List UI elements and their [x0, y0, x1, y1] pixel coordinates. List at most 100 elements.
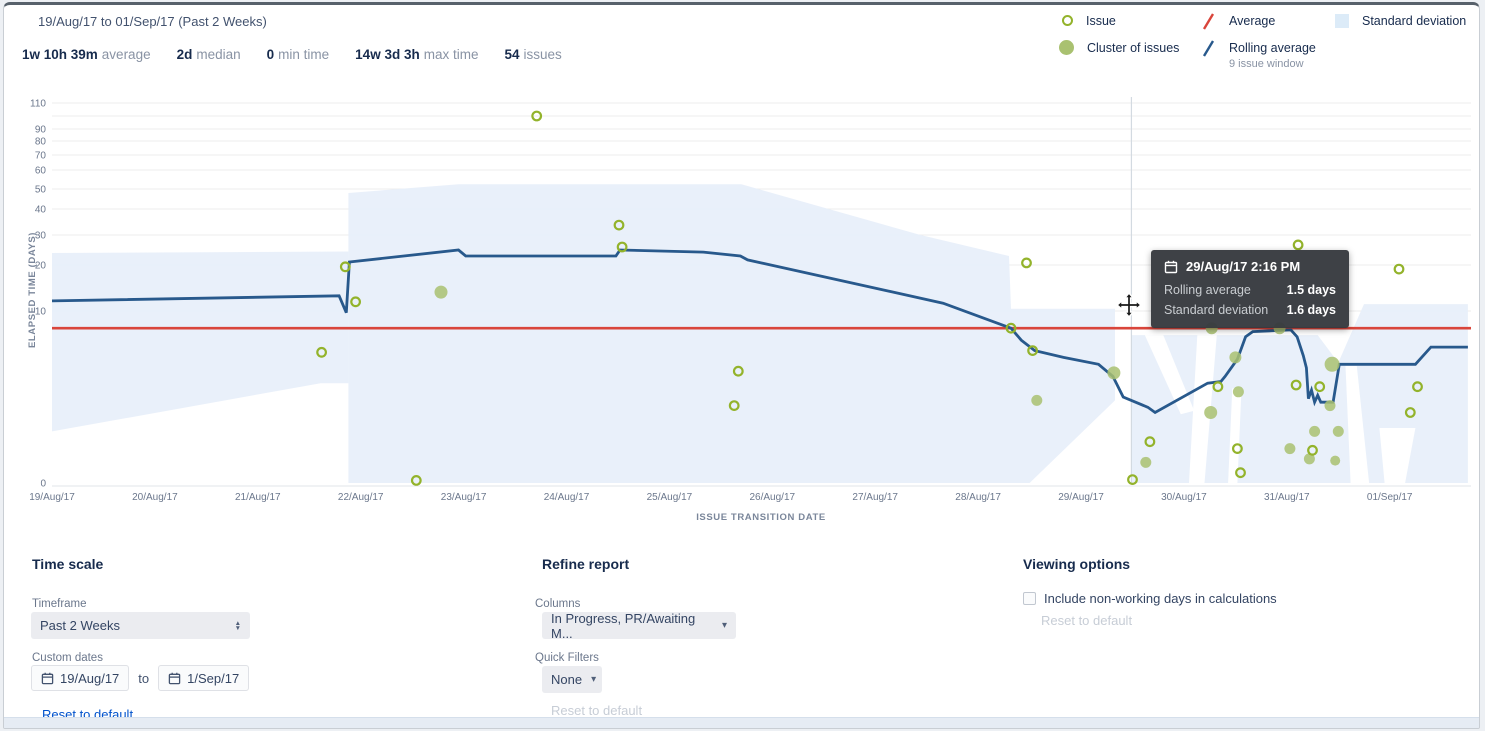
stat-min-time: 0 min time [266, 47, 330, 62]
legend-issue: Issue [1062, 14, 1116, 28]
cluster-point[interactable] [1140, 456, 1152, 468]
x-tick-label: 28/Aug/17 [955, 492, 1001, 503]
y-tick-label: 20 [35, 261, 47, 272]
chevron-down-icon: ▾ [591, 674, 597, 685]
y-tick-label: 70 [35, 151, 47, 162]
x-tick-label: 24/Aug/17 [544, 492, 590, 503]
cluster-point[interactable] [1284, 443, 1296, 455]
cluster-point[interactable] [1031, 394, 1043, 406]
band-gap [1379, 428, 1416, 483]
columns-label: Columns [535, 598, 581, 610]
x-tick-label: 30/Aug/17 [1161, 492, 1207, 503]
stat-max-time: 14w 3d 3h max time [355, 47, 479, 62]
x-tick-label: 27/Aug/17 [852, 492, 898, 503]
non-working-days-checkbox[interactable] [1023, 592, 1036, 605]
legend-stddev: Standard deviation [1335, 14, 1466, 28]
band-gap [1144, 335, 1195, 415]
stddev-band [348, 184, 1115, 484]
y-tick-label: 110 [30, 99, 46, 110]
x-tick-label: 01/Sep/17 [1367, 492, 1413, 503]
report-stats: 1w 10h 39m average 2d median 0 min time 14w… [22, 47, 562, 62]
viewing-options-heading: Viewing options [1023, 556, 1131, 572]
control-chart[interactable]: 0 10 20 30 40 50 60 70 80 90 110 19/Aug/17 20/Aug/17… [4, 5, 1479, 534]
cluster-point[interactable] [434, 285, 448, 299]
issue-point[interactable] [410, 475, 422, 486]
timeframe-select[interactable]: Past 2 Weeks ▲ ▼ [31, 612, 250, 639]
x-tick-label: 25/Aug/17 [647, 492, 693, 503]
issue-point[interactable] [1393, 263, 1405, 275]
to-word: to [138, 670, 150, 686]
y-tick-label: 10 [35, 307, 47, 318]
y-tick-label: 90 [35, 125, 47, 136]
issue-point[interactable] [339, 261, 351, 273]
date-from-field[interactable]: 19/Aug/17 [31, 665, 130, 691]
x-tick-label: 26/Aug/17 [749, 492, 795, 503]
y-tick-label: 0 [40, 479, 46, 490]
issue-point[interactable] [728, 400, 740, 412]
cluster-point[interactable] [1324, 356, 1340, 372]
calendar-icon [1164, 260, 1178, 273]
issue-point[interactable] [350, 296, 362, 308]
issue-point[interactable] [1314, 381, 1326, 393]
cluster-point[interactable] [1232, 386, 1244, 398]
date-to-field[interactable]: 1/Sep/17 [158, 665, 250, 691]
y-tick-label: 60 [35, 166, 47, 177]
legend-rolling: Rolling average 9 issue window [1201, 39, 1316, 70]
refine-report-heading: Refine report [542, 556, 630, 572]
y-axis-title: ELAPSED TIME (DAYS) [27, 232, 38, 348]
tooltip-row: Standard deviation 1.6 days [1164, 303, 1336, 317]
tooltip-row: Rolling average 1.5 days [1164, 283, 1336, 297]
footer-strip [4, 717, 1479, 728]
cluster-point[interactable] [1204, 406, 1218, 419]
stat-issues: 54 issues [504, 47, 562, 62]
x-tick-label: 22/Aug/17 [338, 492, 384, 503]
select-arrows-icon: ▲ ▼ [234, 619, 241, 632]
quick-filters-label: Quick Filters [535, 652, 599, 664]
quick-filters-dropdown[interactable]: None ▾ [542, 666, 602, 693]
issue-point[interactable] [616, 241, 628, 253]
y-tick-label: 80 [35, 137, 47, 148]
issue-swatch-icon [1062, 15, 1073, 26]
issue-point[interactable] [1235, 467, 1246, 479]
x-tick-label: 20/Aug/17 [132, 492, 178, 503]
cluster-point[interactable] [1332, 425, 1344, 437]
y-tick-label: 40 [35, 205, 47, 216]
rolling-average-line[interactable] [51, 248, 1468, 415]
timeframe-label: Timeframe [32, 598, 87, 610]
cluster-point[interactable] [1309, 425, 1321, 437]
calendar-icon [41, 672, 54, 684]
non-working-days-label: Include non-working days in calculations [1044, 591, 1277, 606]
issue-point[interactable] [613, 219, 625, 231]
issue-point[interactable] [1404, 407, 1416, 418]
issue-point[interactable] [1127, 474, 1138, 486]
x-tick-label: 31/Aug/17 [1264, 492, 1310, 503]
issue-point[interactable] [316, 346, 328, 358]
refine-reset-link-disabled: Reset to default [551, 703, 643, 718]
issue-point[interactable] [1307, 444, 1318, 456]
issue-point[interactable] [1292, 239, 1304, 251]
issue-point[interactable] [1005, 322, 1017, 334]
columns-dropdown[interactable]: In Progress, PR/Awaiting M... ▾ [542, 611, 736, 641]
report-panel: 19/Aug/17 to 01/Sep/17 (Past 2 Weeks) 1w… [3, 2, 1480, 729]
time-scale-heading: Time scale [32, 556, 104, 572]
issue-point[interactable] [1231, 443, 1243, 455]
cluster-point[interactable] [1303, 453, 1315, 465]
issue-point[interactable] [1290, 379, 1302, 391]
x-tick-label: 29/Aug/17 [1058, 492, 1104, 503]
cluster-point[interactable] [1330, 455, 1341, 466]
issue-point[interactable] [531, 110, 543, 122]
y-tick-label: 30 [35, 231, 47, 242]
x-tick-label: 21/Aug/17 [235, 492, 281, 503]
issue-point[interactable] [1412, 381, 1423, 393]
stddev-band [52, 251, 349, 432]
issue-point[interactable] [732, 365, 744, 377]
cluster-point[interactable] [1107, 366, 1121, 380]
custom-dates-label: Custom dates [32, 652, 103, 664]
issue-point[interactable] [1027, 345, 1038, 357]
issue-point[interactable] [1212, 381, 1224, 393]
cluster-point[interactable] [1324, 400, 1336, 412]
cluster-point[interactable] [1229, 351, 1242, 364]
issue-point[interactable] [1144, 436, 1156, 448]
stat-median: 2d median [176, 47, 241, 62]
issue-point[interactable] [1021, 257, 1032, 269]
